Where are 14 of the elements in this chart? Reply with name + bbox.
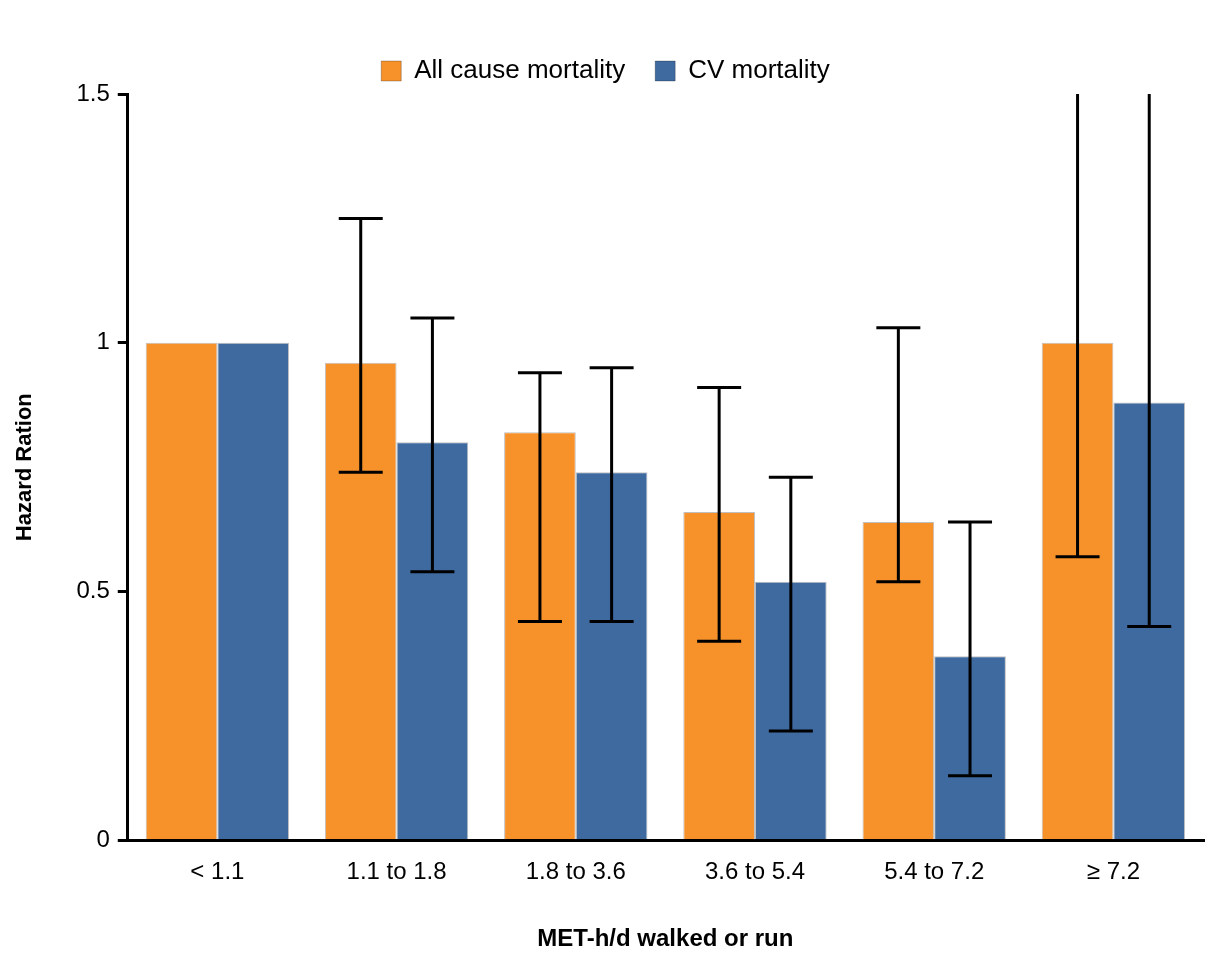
x-tick-label: < 1.1 [190,857,245,885]
x-tick-label: 3.6 to 5.4 [704,857,806,885]
y-tick-label: 1.5 [76,78,110,106]
legend-label: CV mortality [688,54,830,85]
y-tick-label: 1 [96,327,110,355]
x-tick-label: ≥ 7.2 [1086,857,1140,885]
x-tick-label: 1.8 to 3.6 [525,857,626,885]
x-tick-label: 5.4 to 7.2 [884,857,985,885]
y-tick-label: 0.5 [76,576,110,604]
y-axis-title: Hazard Ration [11,393,37,542]
y-tick-label: 0 [96,825,110,853]
legend-label: All cause mortality [414,54,626,85]
x-tick-label: 1.1 to 1.8 [346,857,447,885]
x-axis-title: MET-h/d walked or run [537,924,794,952]
